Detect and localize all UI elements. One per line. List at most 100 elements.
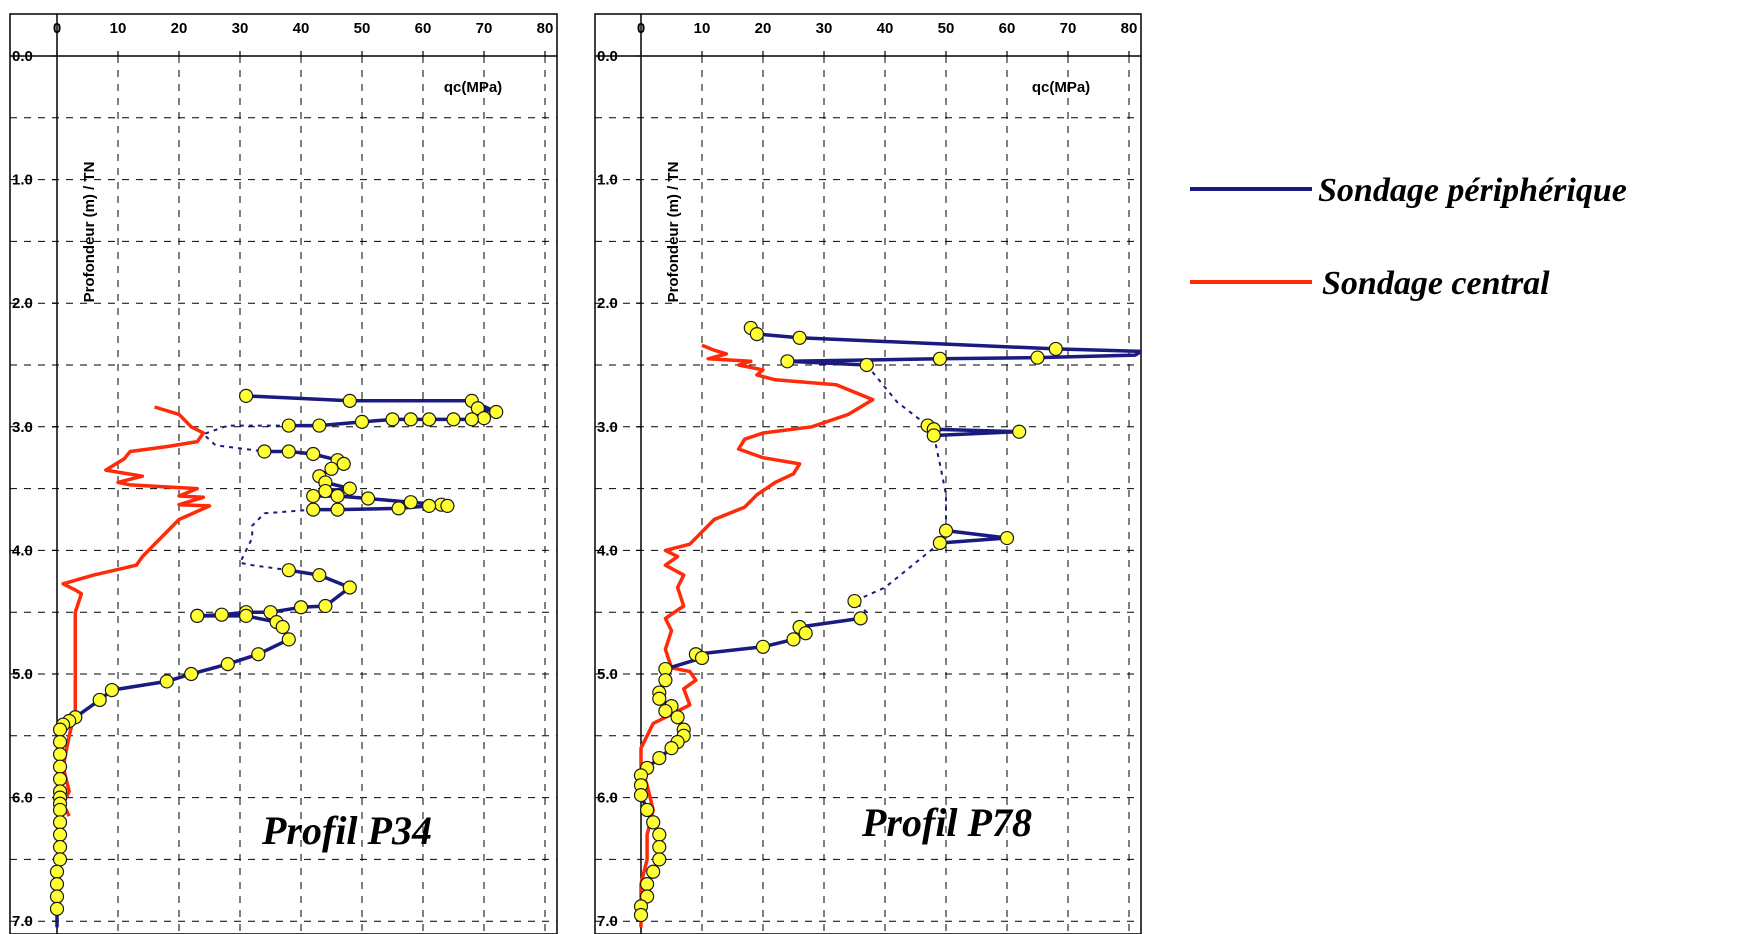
data-point-peripheral bbox=[786, 632, 801, 647]
data-point-peripheral bbox=[639, 877, 655, 892]
profile-annotation: Profil P34 bbox=[261, 808, 432, 853]
data-point-peripheral bbox=[324, 461, 339, 476]
data-point-peripheral bbox=[652, 750, 667, 766]
data-point-peripheral bbox=[652, 827, 667, 842]
data-point-peripheral bbox=[652, 852, 667, 867]
data-point-peripheral bbox=[239, 388, 254, 403]
data-point-peripheral bbox=[52, 802, 68, 818]
x-tick-label: 40 bbox=[877, 20, 894, 37]
data-point-peripheral bbox=[670, 710, 685, 725]
data-point-peripheral bbox=[214, 607, 229, 622]
grid bbox=[595, 56, 1141, 934]
plot-area bbox=[49, 388, 504, 928]
data-point-peripheral bbox=[652, 839, 667, 855]
x-tick-label: 60 bbox=[415, 20, 432, 37]
profile-annotation: Profil P78 bbox=[861, 800, 1032, 845]
series-line-peripheral bbox=[55, 614, 291, 928]
data-point-peripheral bbox=[646, 864, 661, 879]
data-point-peripheral bbox=[403, 412, 418, 427]
data-point-peripheral bbox=[385, 412, 400, 427]
data-point-peripheral bbox=[52, 815, 68, 830]
plot-frame bbox=[9, 13, 558, 934]
y-tick-label: 5.0 bbox=[12, 666, 33, 683]
x-tick-label: 0 bbox=[637, 20, 645, 37]
y-tick-label: 4.0 bbox=[597, 542, 618, 559]
data-point-peripheral bbox=[633, 907, 649, 923]
data-point-peripheral bbox=[639, 802, 655, 818]
data-point-peripheral bbox=[184, 666, 199, 682]
data-point-peripheral bbox=[257, 444, 272, 459]
y-tick-label: 2.0 bbox=[12, 295, 33, 312]
data-point-peripheral bbox=[251, 647, 266, 662]
data-point-peripheral bbox=[938, 523, 954, 538]
data-point-peripheral bbox=[281, 418, 296, 433]
data-point-peripheral bbox=[780, 354, 795, 369]
x-tick-label: 40 bbox=[293, 20, 310, 37]
data-point-peripheral bbox=[1030, 350, 1045, 365]
data-point-peripheral bbox=[330, 488, 345, 504]
x-tick-label: 20 bbox=[171, 20, 188, 37]
chart-panel-p34: 0 10 20 30 40 50 60 70 80 0.0 1.0 2.0 3.0 4.0 5.0 6.0 7.… bbox=[9, 13, 558, 934]
x-axis-title: qc(MPa) bbox=[1032, 79, 1090, 96]
legend-item-central: Sondage central bbox=[1190, 265, 1550, 302]
plot-frame bbox=[594, 13, 1142, 934]
data-point-peripheral bbox=[464, 412, 479, 427]
data-point-peripheral bbox=[52, 771, 68, 787]
legend-item-peripheral: Sondage périphérique bbox=[1190, 172, 1627, 209]
y-tick-label: 1.0 bbox=[597, 172, 618, 189]
data-point-peripheral bbox=[281, 563, 296, 578]
series-line-peripheral-dotted bbox=[852, 542, 941, 620]
data-point-peripheral bbox=[694, 650, 710, 666]
x-tick-label: 50 bbox=[354, 20, 371, 37]
series-line-central bbox=[639, 343, 875, 928]
axes-ticks: 0 10 20 30 40 50 60 70 80 0.0 1.0 2.0 3.0 4.0 5.0 6.0 7.… bbox=[597, 20, 1137, 930]
series-line-peripheral-dotted bbox=[238, 508, 314, 572]
data-point-peripheral bbox=[749, 327, 765, 342]
data-point-peripheral bbox=[275, 619, 290, 635]
data-point-peripheral bbox=[318, 483, 333, 499]
data-point-peripheral bbox=[293, 600, 309, 615]
legend-label-peripheral: Sondage périphérique bbox=[1318, 172, 1627, 209]
y-axis-title: Profondeur (m) / TN bbox=[665, 162, 682, 303]
data-point-peripheral bbox=[446, 412, 461, 427]
data-point-peripheral bbox=[104, 682, 120, 698]
x-tick-label: 80 bbox=[1121, 20, 1138, 37]
data-point-peripheral bbox=[159, 674, 174, 689]
data-point-peripheral bbox=[755, 639, 771, 654]
data-point-peripheral bbox=[792, 330, 807, 345]
data-point-peripheral bbox=[658, 673, 673, 688]
series-line-peripheral-dotted bbox=[932, 435, 947, 531]
series-line-peripheral bbox=[639, 616, 861, 915]
x-tick-label: 60 bbox=[999, 20, 1016, 37]
y-tick-label: 6.0 bbox=[12, 790, 33, 807]
y-tick-label: 0.0 bbox=[12, 48, 33, 65]
data-point-peripheral bbox=[926, 428, 941, 443]
data-point-peripheral bbox=[342, 481, 357, 496]
data-point-peripheral bbox=[220, 657, 235, 672]
legend: Sondage périphérique Sondage central bbox=[1190, 172, 1627, 302]
data-point-peripheral bbox=[342, 580, 357, 595]
data-point-peripheral bbox=[476, 411, 492, 426]
data-point-peripheral bbox=[422, 498, 437, 514]
y-tick-label: 0.0 bbox=[597, 48, 618, 65]
series-line-peripheral bbox=[264, 449, 450, 512]
data-point-peripheral bbox=[318, 598, 333, 614]
x-tick-label: 70 bbox=[1060, 20, 1077, 37]
data-point-peripheral bbox=[658, 703, 673, 719]
data-point-peripheral bbox=[391, 501, 406, 516]
chart-panel-p78: 0 10 20 30 40 50 60 70 80 0.0 1.0 2.0 3.0 4.0 5.0 6.0 7.… bbox=[594, 13, 1142, 934]
x-tick-label: 30 bbox=[232, 20, 249, 37]
y-tick-label: 2.0 bbox=[597, 295, 618, 312]
data-point-peripheral bbox=[664, 741, 679, 756]
y-tick-label: 3.0 bbox=[12, 419, 33, 436]
x-tick-label: 30 bbox=[816, 20, 833, 37]
data-point-peripheral bbox=[633, 788, 649, 803]
data-point-peripheral bbox=[49, 889, 65, 904]
x-tick-label: 20 bbox=[755, 20, 772, 37]
data-point-peripheral bbox=[422, 412, 437, 427]
data-point-peripheral bbox=[306, 488, 321, 504]
data-point-peripheral bbox=[49, 864, 65, 879]
data-point-peripheral bbox=[92, 692, 107, 708]
data-point-peripheral bbox=[281, 632, 296, 647]
data-point-peripheral bbox=[1012, 424, 1027, 439]
